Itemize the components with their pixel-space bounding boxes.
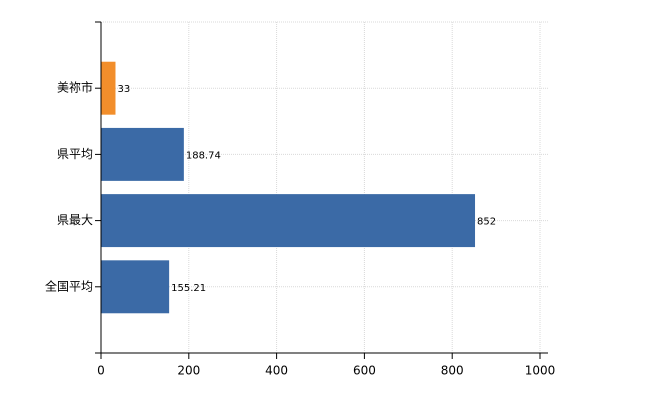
x-tick-label: 800 xyxy=(441,364,464,378)
x-tick-label: 600 xyxy=(353,364,376,378)
bar xyxy=(101,194,476,248)
x-tick-label: 1000 xyxy=(525,364,556,378)
x-tick-label: 400 xyxy=(265,364,288,378)
y-tick-label: 美祢市 xyxy=(57,80,93,95)
x-tick-label: 0 xyxy=(97,364,105,378)
bar xyxy=(101,260,170,314)
value-label: 188.74 xyxy=(186,150,221,161)
y-tick-label: 県平均 xyxy=(57,147,93,161)
value-label: 155.21 xyxy=(171,283,206,294)
bar xyxy=(101,127,184,181)
x-tick-label: 200 xyxy=(177,364,200,378)
y-tick-label: 県最大 xyxy=(57,213,93,227)
bar xyxy=(101,61,116,115)
y-tick-label: 全国平均 xyxy=(45,278,93,293)
value-label: 33 xyxy=(117,84,130,95)
value-label: 852 xyxy=(477,217,496,228)
